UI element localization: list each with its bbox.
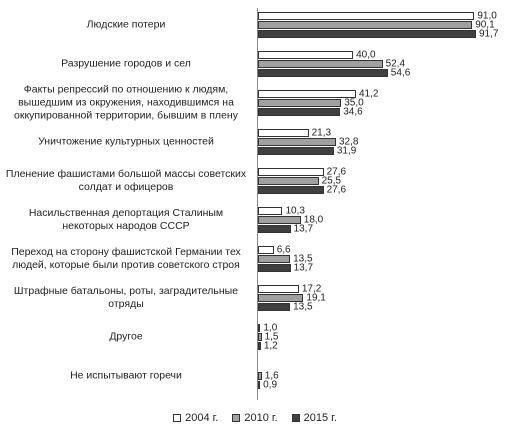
category-label: Переход на сторону фашистской Германии т…	[11, 246, 241, 271]
bar	[258, 147, 334, 155]
value-label: 40,0	[356, 49, 376, 61]
value-label: 17,2	[301, 283, 322, 295]
bar	[258, 186, 324, 194]
legend: 2004 г. 2010 г. 2015 г.	[0, 412, 510, 424]
value-label: 21,3	[311, 127, 332, 139]
bar	[258, 294, 304, 302]
value-label: 91,7	[479, 28, 499, 40]
value-label: 10,3	[285, 205, 305, 217]
bar	[258, 207, 283, 215]
legend-item: 2004 г.	[173, 412, 218, 424]
bar	[258, 108, 341, 116]
legend-label: 2015 г.	[303, 412, 337, 424]
bar	[258, 129, 309, 137]
value-label: 13,5	[293, 301, 313, 313]
bar	[258, 99, 342, 107]
value-label: 27,6	[326, 166, 347, 178]
bar	[258, 216, 301, 224]
value-label: 25,5	[321, 175, 342, 187]
bar	[258, 381, 261, 389]
value-label: 90,1	[475, 19, 495, 31]
value-label: 1,2	[263, 340, 278, 352]
value-label: 35,0	[344, 97, 364, 109]
value-label: 52,4	[385, 58, 406, 70]
bar	[258, 333, 262, 341]
value-label: 19,1	[306, 292, 326, 304]
category-label: Людские потери	[86, 18, 166, 31]
bar	[258, 255, 291, 263]
legend-label: 2010 г.	[244, 412, 278, 424]
legend-item: 2015 г.	[291, 412, 337, 424]
legend-item: 2010 г.	[232, 412, 278, 424]
legend-label: 2004 г.	[185, 412, 219, 424]
category-label: Уничтожение культурных ценностей	[38, 135, 214, 148]
value-label: 13,7	[293, 223, 314, 235]
value-label: 34,6	[343, 106, 363, 118]
bar	[258, 60, 383, 68]
category-label: Факты репрессий по отношению к людям, вы…	[14, 83, 238, 122]
value-label: 13,5	[293, 253, 313, 265]
value-label: 91,0	[477, 10, 497, 22]
bar	[258, 90, 356, 98]
bar	[258, 264, 291, 272]
bar	[258, 285, 299, 293]
value-label: 0,9	[263, 379, 278, 391]
category-axis	[257, 8, 258, 400]
category-label: Другое	[109, 330, 143, 343]
category-label: Штрафные батальоны, роты, заградительные…	[13, 285, 239, 310]
bar	[258, 168, 324, 176]
bar	[258, 372, 262, 380]
value-label: 41,2	[358, 88, 379, 100]
category-label: Пленение фашистами большой массы советск…	[5, 168, 247, 193]
bar	[258, 246, 274, 254]
value-label: 27,6	[326, 184, 347, 196]
bar	[258, 30, 476, 38]
bar	[258, 177, 319, 185]
value-label: 13,7	[293, 262, 314, 274]
bar	[258, 303, 291, 311]
value-label: 31,9	[336, 145, 357, 157]
bar	[258, 342, 261, 350]
bar	[258, 21, 473, 29]
bar	[258, 51, 354, 59]
bar	[258, 225, 291, 233]
value-label: 1,5	[264, 331, 279, 343]
category-label: Не испытывают горечи	[70, 369, 182, 382]
value-label: 18,0	[303, 214, 324, 226]
value-label: 1,0	[263, 322, 278, 334]
legend-swatch	[291, 414, 300, 422]
bar	[258, 138, 336, 146]
bar	[258, 324, 261, 332]
legend-swatch	[232, 414, 241, 422]
value-label: 54,6	[390, 67, 411, 79]
legend-swatch	[173, 414, 182, 422]
bar	[258, 69, 388, 77]
value-label: 1,6	[264, 370, 279, 382]
category-label: Насильственная депортация Сталиным некот…	[28, 207, 224, 232]
value-label: 32,8	[338, 136, 359, 148]
value-label: 6,6	[276, 244, 291, 256]
bar	[258, 12, 475, 20]
category-label: Разрушение городов и сел	[61, 57, 191, 70]
